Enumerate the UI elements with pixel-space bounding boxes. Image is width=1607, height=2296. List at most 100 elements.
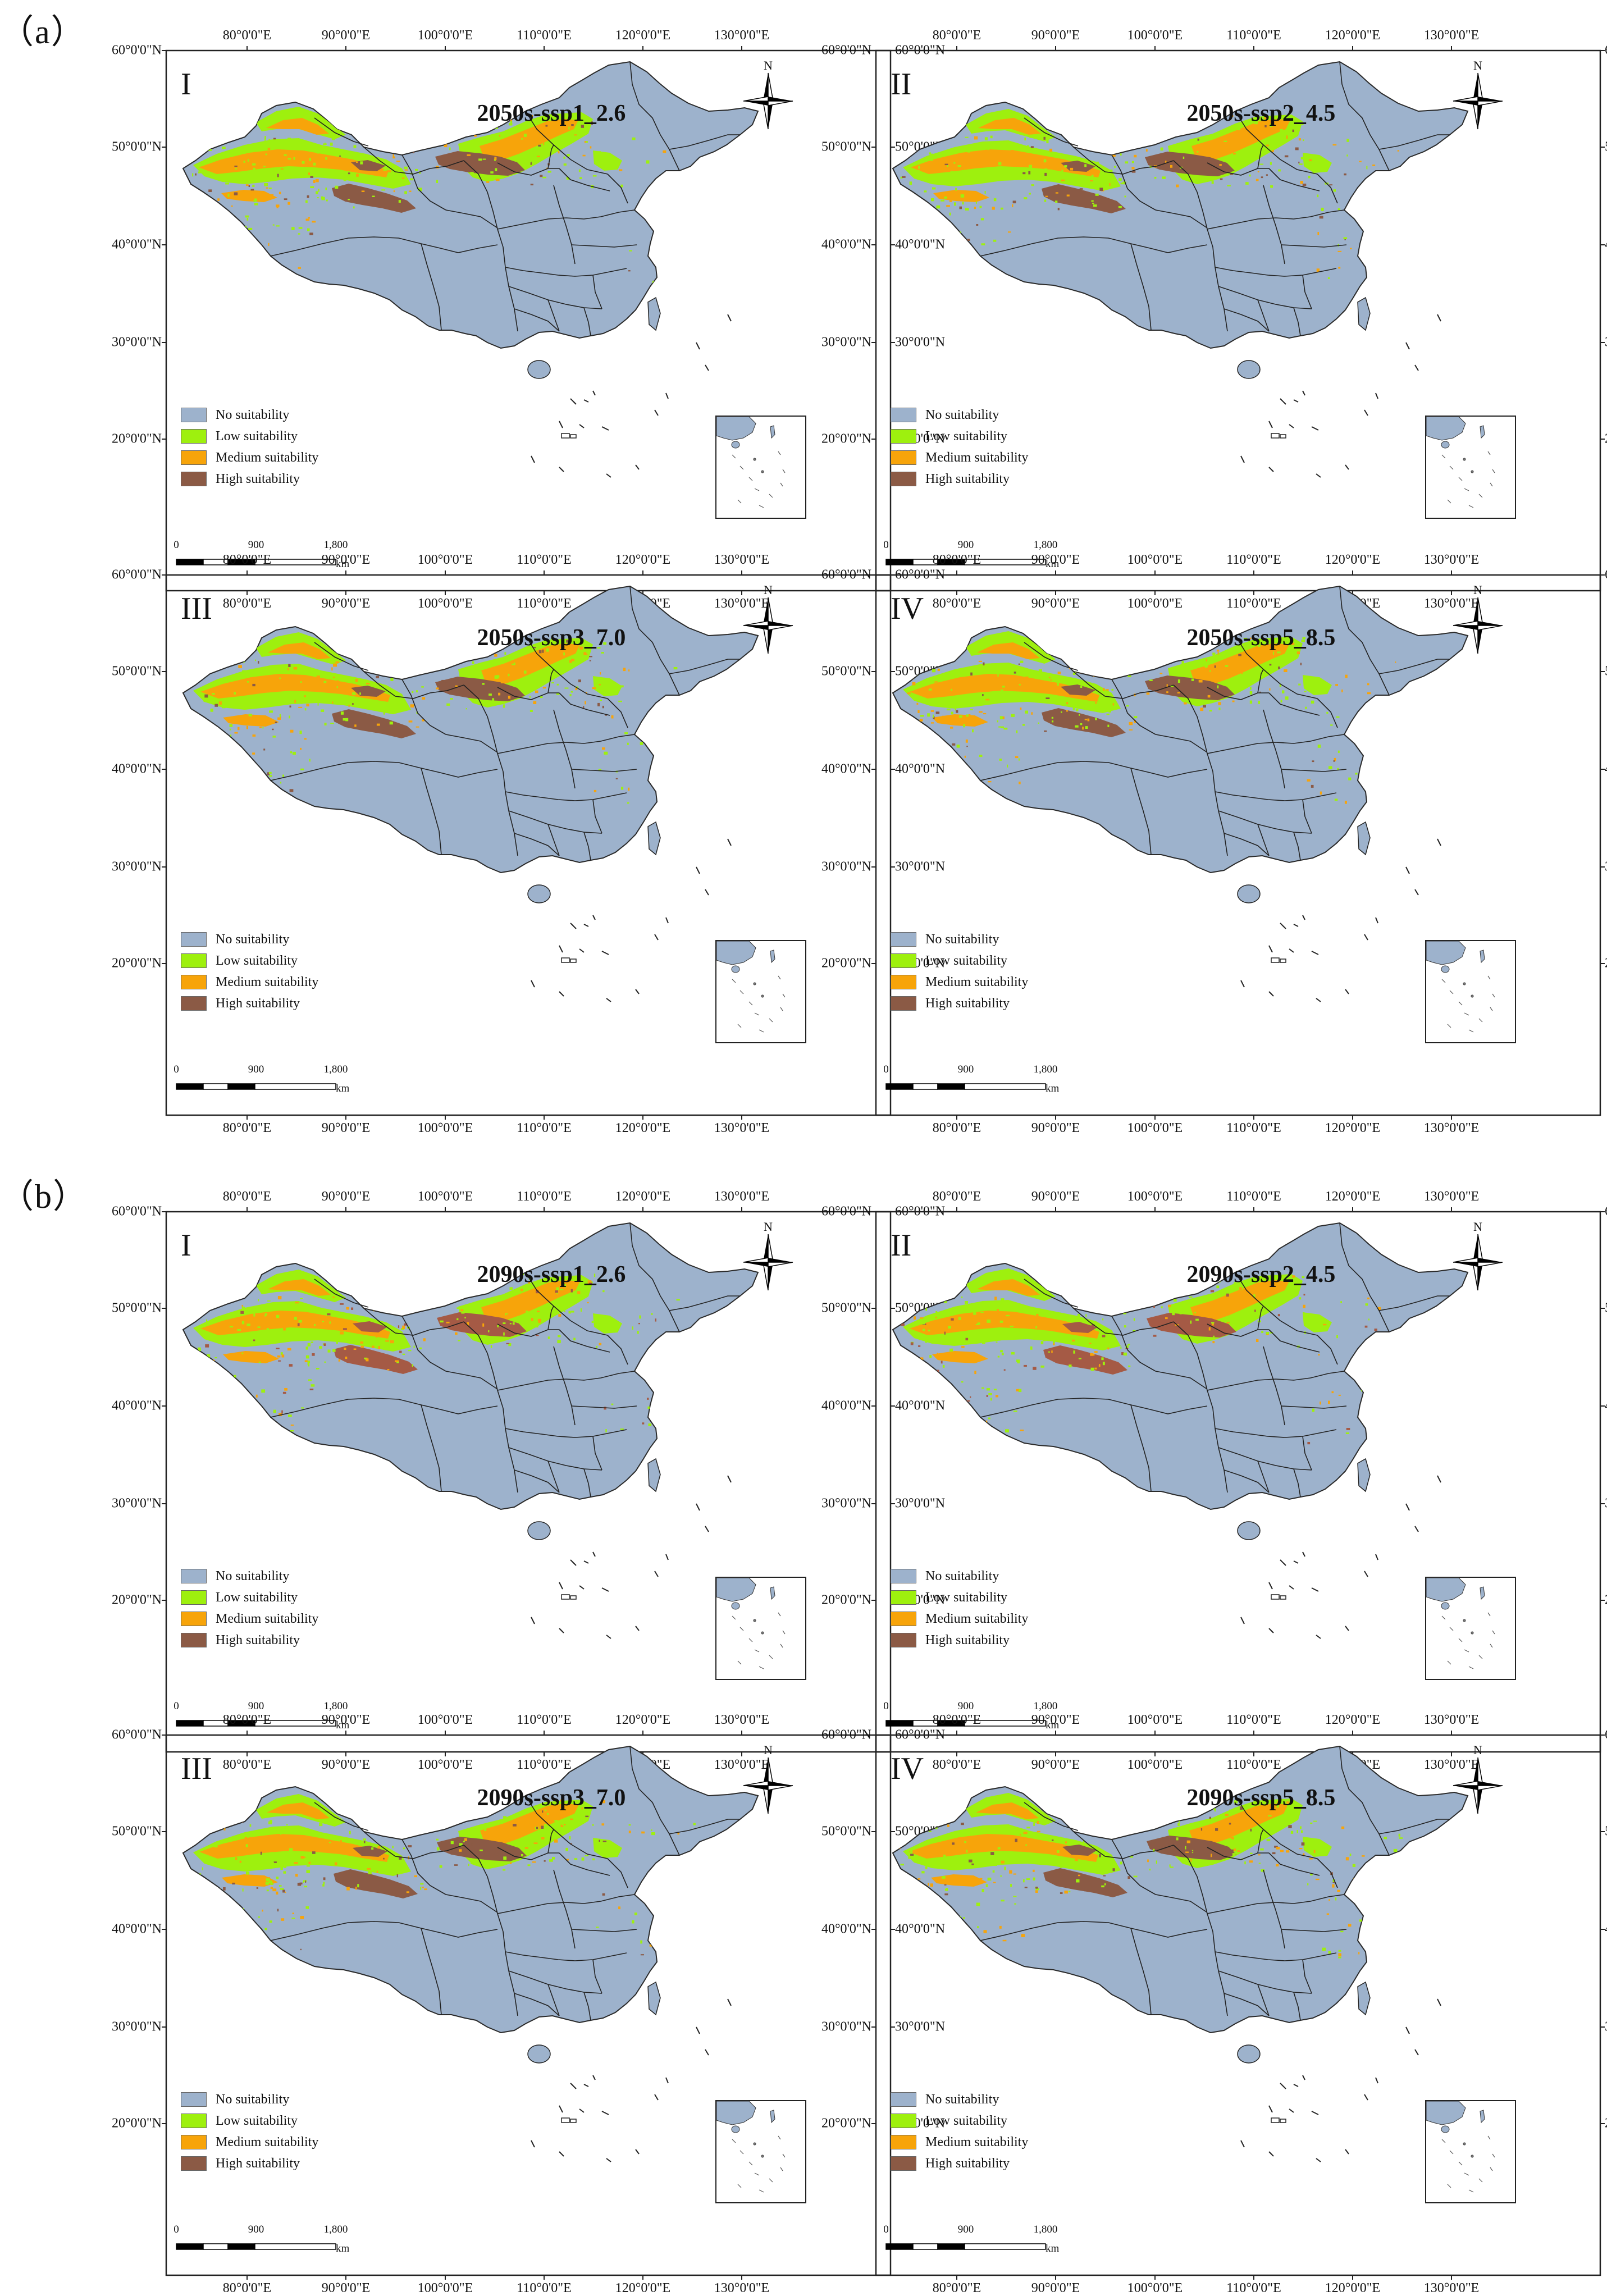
latitude-tick-label: 40°0'0"N [1605, 238, 1607, 253]
scale-label: 0 [883, 2224, 889, 2235]
taiwan-island [1357, 1458, 1371, 1492]
high-suitability-area [1147, 1836, 1236, 1860]
legend-swatch [181, 996, 207, 1011]
legend-label: Low suitability [925, 428, 1007, 444]
latitude-tick-label: 50°0'0"N [1605, 1301, 1607, 1316]
hainan-island [527, 360, 551, 379]
legend-label: High suitability [216, 1632, 300, 1647]
map-legend: No suitability Low suitability Medium suit… [181, 1565, 318, 1651]
scale-bar-graphic [176, 1720, 336, 1727]
map-panel: 80°0'0"E 80°0'0"E 90°0'0"E 90°0'0"E 100°0'0"… [821, 553, 1607, 1135]
longitude-tick-label: 100°0'0"E [417, 1758, 473, 1772]
scale-label: 1,800 [1033, 2224, 1058, 2235]
longitude-tick-label: 130°0'0"E [1423, 596, 1480, 611]
legend-item: Low suitability [891, 426, 1028, 447]
panel-title: 2090s-ssp3_7.0 [477, 1785, 626, 1811]
longitude-tick-label: 80°0'0"E [932, 1758, 981, 1772]
panel-title: 2090s-ssp1_2.6 [477, 1262, 626, 1288]
scale-bar-graphic [885, 559, 1046, 565]
scale-label: 900 [248, 1700, 264, 1712]
high-suitability-area [334, 1869, 418, 1898]
medium-suitability-area [977, 1279, 1040, 1296]
medium-suitability-area [481, 643, 580, 686]
latitude-tick-label: 60°0'0"N [111, 1727, 162, 1742]
longitude-tick-label: 80°0'0"E [932, 596, 981, 611]
legend-label: No suitability [216, 932, 290, 947]
longitude-tick-label: 90°0'0"E [321, 553, 371, 567]
longitude-tick-label: 80°0'0"E [222, 1189, 272, 1204]
legend-item: Low suitability [181, 950, 318, 971]
high-suitability-area [435, 677, 525, 701]
panel-numeral: I [181, 1228, 191, 1263]
longitude-tick-label: 130°0'0"E [1423, 28, 1480, 43]
province-borders [270, 61, 740, 336]
legend-swatch [891, 2114, 916, 2128]
longitude-tick-label: 80°0'0"E [932, 28, 981, 43]
panel-title: 2050s-ssp3_7.0 [477, 625, 626, 651]
longitude-tick-label: 80°0'0"E [932, 2281, 981, 2295]
china-suitability-map [182, 61, 759, 478]
north-arrow-icon: N [743, 1744, 793, 1814]
longitude-tick-label: 130°0'0"E [1423, 1189, 1480, 1204]
latitude-tick-label: 20°0'0"N [1605, 432, 1607, 447]
longitude-tick-label: 80°0'0"E [222, 596, 272, 611]
panel-numeral: III [181, 1751, 212, 1786]
legend-swatch [181, 975, 207, 989]
scale-label: 1,800 [1033, 1063, 1058, 1075]
longitude-tick-label: 100°0'0"E [1127, 28, 1183, 43]
scale-bar-graphic [885, 1720, 1046, 1727]
suitability-speckles [195, 1798, 696, 1967]
legend-item: No suitability [181, 404, 318, 426]
legend-swatch [891, 429, 916, 444]
legend-item: High suitability [181, 2153, 318, 2174]
high-suitability-area [1042, 184, 1126, 213]
legend-swatch [891, 1590, 916, 1605]
legend-label: Low suitability [216, 953, 298, 968]
scale-unit: km [1046, 1083, 1060, 1094]
svg-text:N: N [1473, 584, 1482, 597]
longitude-tick-label: 100°0'0"E [1127, 1121, 1183, 1135]
latitude-tick-label: 60°0'0"N [821, 43, 871, 58]
longitude-tick-label: 130°0'0"E [714, 1189, 770, 1204]
longitude-tick-label: 90°0'0"E [1031, 1121, 1080, 1135]
legend-swatch [891, 975, 916, 989]
legend-swatch [891, 2156, 916, 2171]
legend-swatch [181, 408, 207, 422]
medium-suitability-area [932, 714, 988, 727]
medium-suitability-area [199, 149, 389, 177]
latitude-tick-label: 60°0'0"N [1605, 1204, 1607, 1220]
longitude-tick-label: 110°0'0"E [1226, 596, 1281, 611]
panel-numeral: IV [891, 591, 924, 626]
longitude-tick-label: 110°0'0"E [517, 28, 572, 43]
latitude-tick-label: 60°0'0"N [821, 567, 871, 582]
scale-unit: km [1046, 1719, 1060, 1731]
taiwan-island [1357, 821, 1371, 856]
north-arrow-icon: N [1453, 60, 1503, 130]
scale-label: 900 [248, 539, 264, 551]
legend-label: Medium suitability [925, 450, 1029, 465]
scale-unit: km [336, 558, 350, 570]
legend-swatch [181, 1569, 207, 1583]
legend-swatch [891, 996, 916, 1011]
longitude-tick-label: 100°0'0"E [417, 1713, 473, 1727]
legend-swatch [891, 1612, 916, 1626]
taiwan-island [647, 1458, 661, 1492]
south-china-sea-inset [1425, 1577, 1516, 1680]
svg-text:N: N [764, 60, 773, 72]
latitude-tick-label: 30°0'0"N [1605, 2020, 1607, 2035]
province-borders [980, 586, 1450, 861]
legend-swatch [891, 2092, 916, 2107]
latitude-tick-label: 40°0'0"N [895, 237, 946, 252]
scale-unit: km [336, 1083, 350, 1094]
legend-label: Medium suitability [216, 1611, 319, 1626]
section-a-label: （a） [0, 13, 86, 51]
longitude-tick-label: 100°0'0"E [1127, 553, 1183, 567]
latitude-tick-label: 50°0'0"N [821, 139, 871, 154]
legend-swatch [181, 2092, 207, 2107]
longitude-tick-label: 130°0'0"E [1423, 553, 1480, 567]
legend-item: High suitability [891, 468, 1028, 490]
panel-title: 2090s-ssp2_4.5 [1186, 1262, 1336, 1288]
map-panel: 80°0'0"E 80°0'0"E 90°0'0"E 90°0'0"E 100°0'0"… [112, 28, 945, 611]
longitude-tick-label: 110°0'0"E [517, 1758, 572, 1772]
north-arrow-icon: N [743, 60, 793, 130]
